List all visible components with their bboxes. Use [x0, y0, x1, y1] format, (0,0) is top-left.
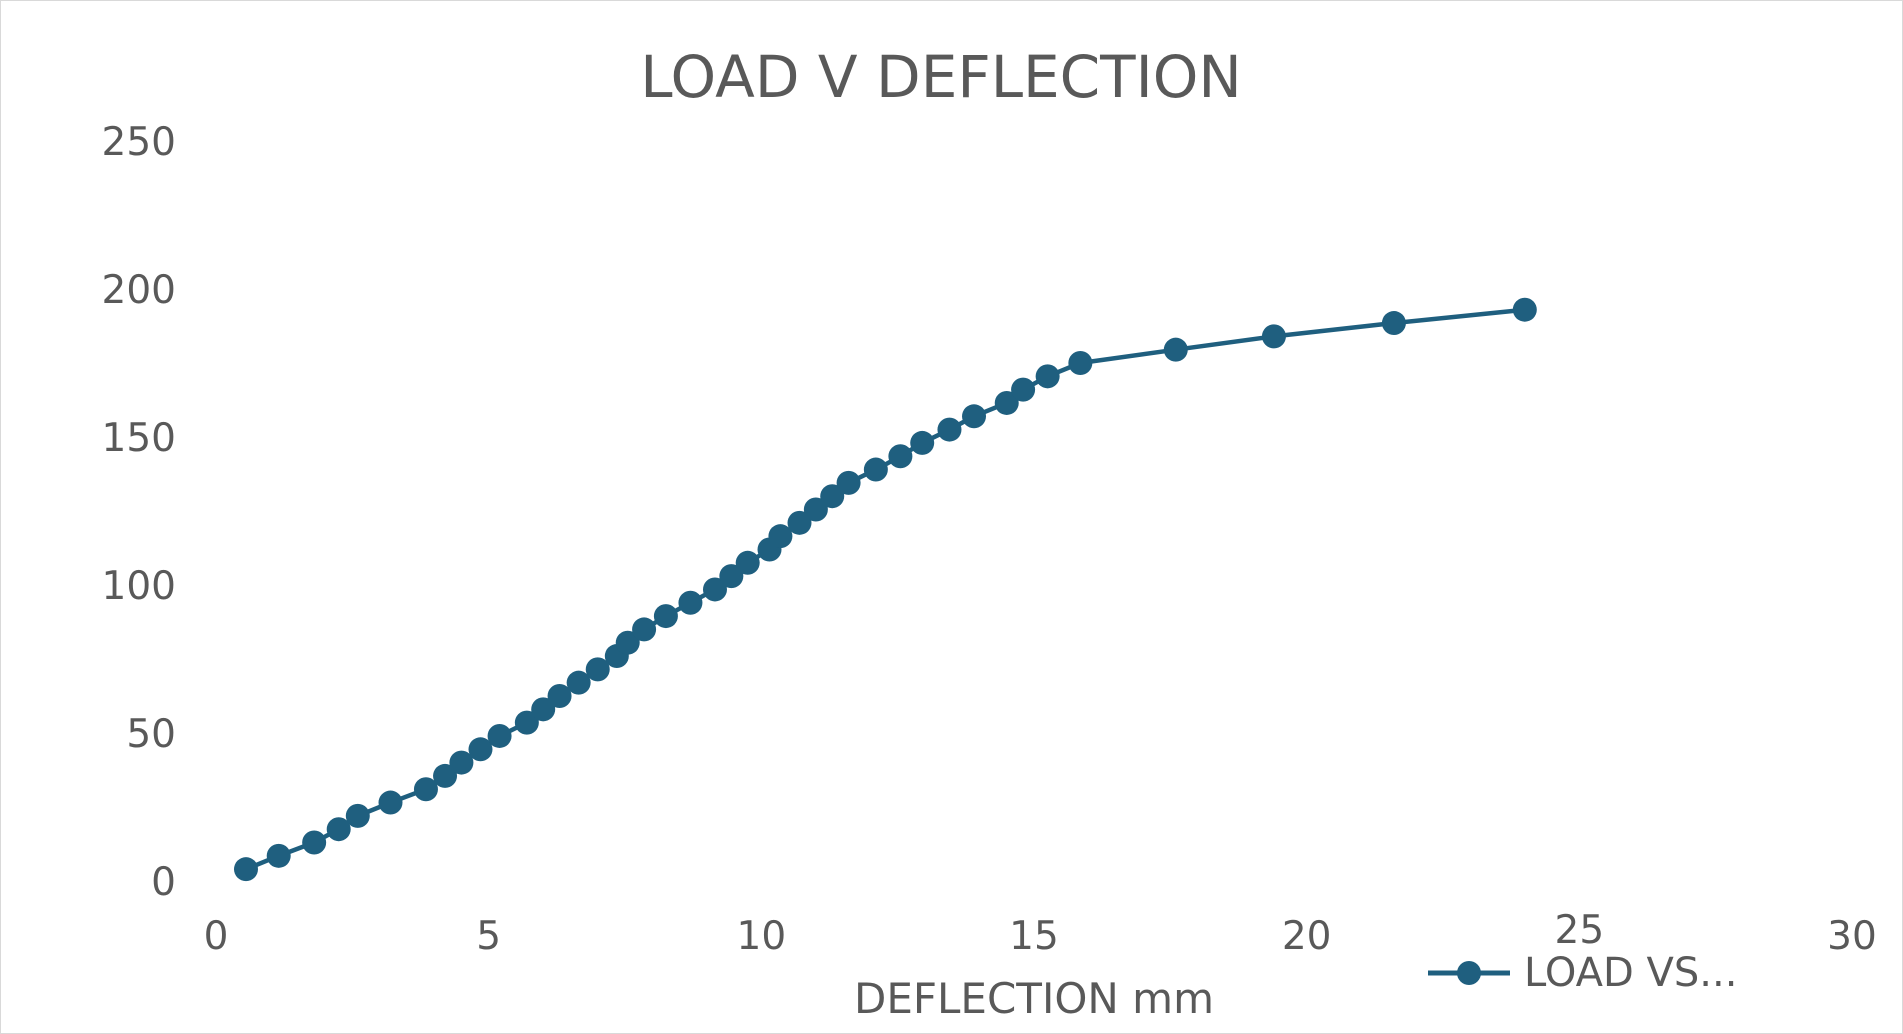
- x-tick-label: 30: [1827, 914, 1877, 959]
- y-tick-label: 0: [151, 860, 176, 905]
- data-point: [487, 723, 512, 748]
- y-tick-label: 50: [126, 712, 176, 757]
- data-point: [632, 617, 657, 642]
- x-axis-ticks: 0 5 10 15 20 25 30: [204, 908, 1877, 959]
- data-point: [962, 404, 987, 429]
- data-point: [233, 857, 258, 882]
- data-point: [468, 737, 493, 762]
- data-point: [345, 803, 370, 828]
- data-point: [820, 484, 845, 509]
- x-tick-label: 5: [476, 914, 501, 959]
- data-point: [1512, 297, 1537, 322]
- plot-area: [233, 297, 1537, 882]
- data-point: [1163, 337, 1188, 362]
- y-tick-label: 250: [102, 120, 176, 165]
- data-point: [1011, 377, 1036, 402]
- data-point: [433, 763, 458, 788]
- y-tick-label: 100: [102, 564, 176, 609]
- data-point: [787, 510, 812, 535]
- x-tick-label: 20: [1282, 914, 1332, 959]
- x-tick-label: 0: [204, 914, 229, 959]
- data-point: [735, 550, 760, 575]
- data-point: [863, 457, 888, 482]
- data-point: [585, 657, 610, 682]
- data-point: [413, 777, 438, 802]
- legend-dot-marker: [1457, 961, 1481, 985]
- data-point: [1035, 364, 1060, 389]
- data-point: [803, 497, 828, 522]
- data-point: [1261, 324, 1286, 349]
- data-point: [302, 830, 327, 855]
- x-tick-label: 25: [1555, 908, 1605, 953]
- data-point: [547, 684, 572, 708]
- data-point: [719, 564, 744, 589]
- data-point: [1381, 311, 1406, 336]
- y-tick-label: 150: [102, 416, 176, 461]
- data-point: [937, 417, 962, 442]
- data-point: [326, 817, 351, 842]
- x-tick-label: 10: [737, 914, 787, 959]
- x-tick-label: 15: [1009, 914, 1059, 959]
- data-point: [702, 577, 727, 602]
- y-axis-ticks: 0 50 100 150 200 250: [102, 120, 176, 905]
- data-point: [768, 524, 793, 549]
- data-point: [531, 697, 556, 722]
- data-point: [378, 790, 403, 815]
- data-point: [888, 444, 913, 469]
- data-point: [836, 470, 861, 495]
- legend: LOAD VS...: [1428, 950, 1737, 996]
- y-tick-label: 200: [102, 268, 176, 313]
- data-point: [994, 390, 1019, 415]
- x-axis-label: DEFLECTION mm: [854, 974, 1214, 1023]
- data-point: [566, 670, 591, 695]
- data-point: [266, 843, 291, 868]
- data-point: [615, 630, 640, 655]
- data-point: [678, 590, 703, 615]
- data-point: [449, 750, 474, 775]
- data-point: [910, 430, 935, 455]
- data-point: [514, 710, 539, 735]
- legend-label: LOAD VS...: [1524, 950, 1737, 996]
- data-point: [653, 604, 678, 629]
- chart-title: LOAD V DEFLECTION: [640, 43, 1241, 111]
- data-point: [1068, 351, 1093, 375]
